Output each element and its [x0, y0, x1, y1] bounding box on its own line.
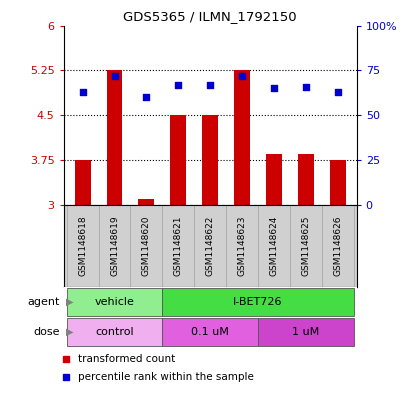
Title: GDS5365 / ILMN_1792150: GDS5365 / ILMN_1792150: [123, 10, 296, 23]
Point: [111, 73, 117, 79]
Bar: [265, 154, 281, 205]
Text: GSM1148624: GSM1148624: [269, 216, 278, 276]
Text: 1 uM: 1 uM: [291, 327, 319, 337]
Bar: [162, 205, 194, 287]
Text: ▶: ▶: [65, 297, 73, 307]
Text: vehicle: vehicle: [94, 297, 134, 307]
Point: [270, 85, 276, 92]
Bar: [170, 115, 186, 205]
Text: GSM1148620: GSM1148620: [142, 216, 151, 276]
Text: dose: dose: [33, 327, 59, 337]
Bar: [67, 205, 98, 287]
Text: agent: agent: [27, 297, 59, 307]
Bar: [329, 160, 345, 205]
Bar: [106, 70, 122, 205]
Text: GSM1148623: GSM1148623: [237, 216, 246, 276]
Bar: [67, 288, 162, 316]
Bar: [225, 205, 257, 287]
Text: control: control: [95, 327, 133, 337]
Point: [206, 82, 213, 88]
Text: GSM1148625: GSM1148625: [301, 216, 310, 276]
Bar: [202, 115, 218, 205]
Text: transformed count: transformed count: [78, 354, 175, 364]
Point: [333, 89, 340, 95]
Bar: [297, 154, 313, 205]
Bar: [321, 205, 353, 287]
Text: I-BET726: I-BET726: [233, 297, 282, 307]
Point: [302, 83, 308, 90]
Text: GSM1148622: GSM1148622: [205, 216, 214, 276]
Text: percentile rank within the sample: percentile rank within the sample: [78, 372, 254, 382]
Bar: [74, 160, 90, 205]
Bar: [257, 205, 289, 287]
Point: [238, 73, 245, 79]
Bar: [194, 205, 225, 287]
Text: 0.1 uM: 0.1 uM: [191, 327, 229, 337]
Bar: [98, 205, 130, 287]
Text: GSM1148618: GSM1148618: [78, 216, 87, 276]
Text: ▶: ▶: [65, 327, 73, 337]
Bar: [162, 318, 257, 347]
Point: [175, 82, 181, 88]
Bar: [289, 205, 321, 287]
Bar: [257, 318, 353, 347]
Text: GSM1148619: GSM1148619: [110, 216, 119, 276]
Text: GSM1148626: GSM1148626: [332, 216, 341, 276]
Bar: [67, 318, 162, 347]
Point: [143, 94, 149, 101]
Bar: [234, 70, 249, 205]
Bar: [162, 288, 353, 316]
Bar: [130, 205, 162, 287]
Text: GSM1148621: GSM1148621: [173, 216, 182, 276]
Bar: [138, 199, 154, 205]
Point: [79, 89, 86, 95]
